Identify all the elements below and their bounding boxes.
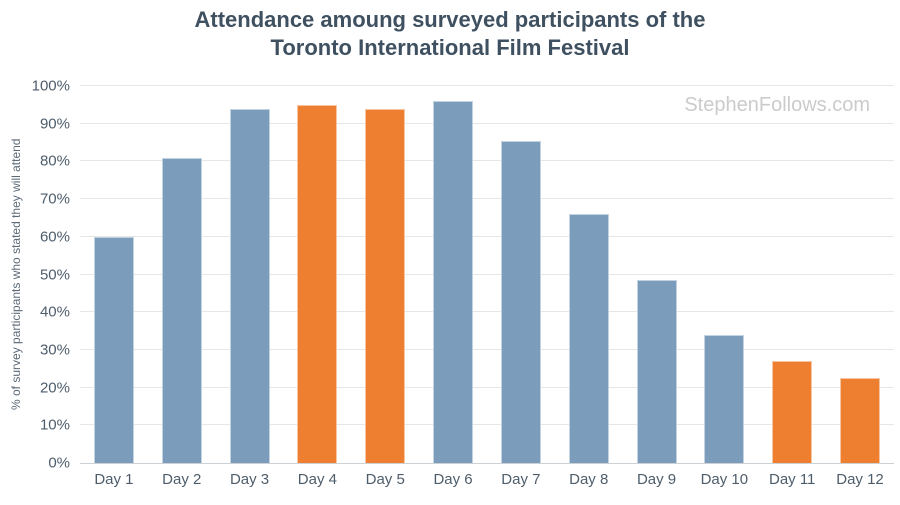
gridline-90% bbox=[80, 122, 894, 124]
bar-day-11 bbox=[772, 361, 813, 463]
bar-day-7 bbox=[500, 140, 541, 463]
y-tick-label-80%: 80% bbox=[39, 152, 70, 170]
y-tick-label-100%: 100% bbox=[31, 77, 70, 95]
y-axis-tick-labels: 0% 10% 20% 30% 40% 50% 60% 70% 80% 90% 100% bbox=[0, 78, 70, 472]
bar-day-2 bbox=[161, 157, 202, 463]
gridline-40% bbox=[80, 311, 894, 313]
bar-slot-day-4 bbox=[283, 86, 351, 463]
gridline-60% bbox=[80, 235, 894, 237]
y-tick-label-30%: 30% bbox=[39, 341, 70, 359]
chart-title: Attendance amoung surveyed participants … bbox=[0, 6, 900, 62]
y-tick-label-40%: 40% bbox=[39, 303, 70, 321]
bar-slot-day-1 bbox=[80, 86, 148, 463]
gridline-70% bbox=[80, 198, 894, 200]
x-tick-label-day-8: Day 8 bbox=[569, 471, 609, 488]
x-tick-label-day-4: Day 4 bbox=[297, 471, 337, 488]
gridline-30% bbox=[80, 348, 894, 350]
plot-area bbox=[80, 85, 894, 464]
bar-slot-day-7 bbox=[487, 86, 555, 463]
y-tick-label-90%: 90% bbox=[39, 115, 70, 133]
gridline-50% bbox=[80, 273, 894, 275]
bar-slot-day-3 bbox=[216, 86, 284, 463]
bar-day-8 bbox=[568, 214, 609, 463]
x-tick-label-day-3: Day 3 bbox=[229, 471, 270, 488]
bar-day-4 bbox=[297, 104, 338, 463]
bar-day-12 bbox=[840, 378, 881, 463]
bar-day-10 bbox=[704, 334, 745, 463]
y-tick-label-50%: 50% bbox=[39, 266, 70, 283]
bar-slot-day-9 bbox=[623, 86, 691, 463]
gridline-20% bbox=[80, 386, 894, 388]
bar-slot-day-2 bbox=[148, 86, 216, 463]
y-tick-label-20%: 20% bbox=[39, 379, 70, 397]
gridline-10% bbox=[80, 424, 894, 426]
chart-title-line-1: Attendance amoung surveyed participants … bbox=[194, 7, 706, 32]
bars-container bbox=[80, 86, 894, 463]
chart-title-line-2: Toronto International Film Festival bbox=[270, 35, 630, 60]
bar-slot-day-8 bbox=[555, 86, 623, 463]
bar-slot-day-10 bbox=[690, 86, 758, 463]
x-tick-label-day-10: Day 10 bbox=[700, 471, 749, 488]
watermark: StephenFollows.com bbox=[684, 94, 870, 116]
x-tick-label-day-2: Day 2 bbox=[162, 471, 202, 488]
x-tick-label-day-7: Day 7 bbox=[501, 471, 541, 488]
bar-slot-day-12 bbox=[826, 86, 894, 463]
y-tick-label-60%: 60% bbox=[39, 228, 70, 246]
x-tick-label-day-9: Day 9 bbox=[636, 471, 677, 488]
x-tick-label-day-6: Day 6 bbox=[433, 471, 473, 488]
bar-slot-day-6 bbox=[419, 86, 487, 463]
y-tick-label-0%: 0% bbox=[48, 454, 70, 472]
bar-day-6 bbox=[433, 101, 474, 463]
bar-slot-day-11 bbox=[758, 86, 826, 463]
y-tick-label-70%: 70% bbox=[39, 190, 70, 208]
x-tick-label-day-11: Day 11 bbox=[768, 471, 816, 488]
x-tick-label-day-12: Day 12 bbox=[836, 471, 884, 488]
bar-day-5 bbox=[365, 108, 406, 463]
gridline-100% bbox=[80, 85, 894, 86]
bar-slot-day-5 bbox=[351, 86, 419, 463]
bar-day-3 bbox=[229, 108, 270, 463]
bar-day-9 bbox=[636, 280, 677, 463]
x-tick-label-day-5: Day 5 bbox=[365, 471, 405, 488]
x-axis-labels: Day 1 Day 2 Day 3 Day 4 Day 5 Day 6 Day 7 Day 8… bbox=[80, 471, 894, 488]
y-tick-label-10%: 10% bbox=[39, 416, 70, 434]
gridline-80% bbox=[80, 160, 894, 162]
x-tick-label-day-1: Day 1 bbox=[94, 471, 134, 488]
bar-day-1 bbox=[93, 236, 134, 463]
